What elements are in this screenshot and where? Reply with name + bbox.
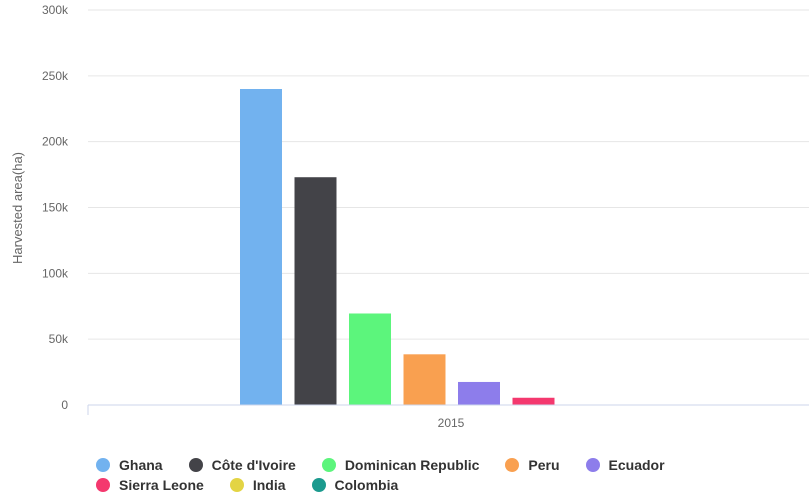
legend-item-dominican-republic[interactable]: Dominican Republic <box>321 457 480 473</box>
legend-row-2: Sierra Leone India Colombia <box>96 475 796 495</box>
legend-dot-icon <box>505 458 520 472</box>
legend-label: Colombia <box>334 477 399 493</box>
y-tick-label: 150k <box>42 201 69 215</box>
legend-label: Côte d'Ivoire <box>211 457 296 473</box>
legend-dot-icon <box>229 478 244 492</box>
legend-dot-icon <box>311 478 326 492</box>
y-axis-ticks: 0 50k 100k 150k 200k 250k 300k <box>42 3 69 412</box>
legend-label: Peru <box>528 457 560 473</box>
legend-dot-icon <box>96 478 110 492</box>
legend-label: Sierra Leone <box>119 477 204 493</box>
legend-label: Dominican Republic <box>344 457 480 473</box>
bar-chart: 0 50k 100k 150k 200k 250k 300k Harvested area(… <box>10 3 809 430</box>
y-axis-title: Harvested area(ha) <box>10 152 25 264</box>
legend-item-c-te-d-ivoire[interactable]: Côte d'Ivoire <box>188 457 296 473</box>
x-tick-label: 2015 <box>438 416 465 430</box>
y-tick-label: 100k <box>42 266 69 280</box>
legend-dot-icon <box>321 458 336 472</box>
legend-item-india[interactable]: India <box>229 477 286 493</box>
bar-ghana[interactable] <box>240 89 282 405</box>
legend-label: Ghana <box>119 457 163 473</box>
legend: Ghana Côte d'Ivoire Dominican Republic Peru… <box>96 455 796 495</box>
gridlines <box>88 9 809 340</box>
bar-c-te-d-ivoire[interactable] <box>294 177 337 405</box>
y-tick-label: 300k <box>42 3 69 17</box>
bar-dominican-republic[interactable] <box>349 313 391 405</box>
legend-label: India <box>252 477 286 493</box>
legend-item-colombia[interactable]: Colombia <box>311 477 399 493</box>
legend-item-ecuador[interactable]: Ecuador <box>585 457 665 473</box>
bar-ecuador[interactable] <box>458 381 500 405</box>
y-tick-label: 200k <box>42 135 69 149</box>
bars <box>240 89 555 405</box>
legend-dot-icon <box>96 458 110 472</box>
y-tick-label: 0 <box>61 398 68 412</box>
bar-sierra-leone[interactable] <box>512 397 555 405</box>
legend-label: Ecuador <box>608 457 665 473</box>
legend-item-peru[interactable]: Peru <box>505 457 560 473</box>
legend-row-1: Ghana Côte d'Ivoire Dominican Republic Peru… <box>96 455 796 475</box>
legend-item-ghana[interactable]: Ghana <box>96 457 163 473</box>
legend-item-sierra-leone[interactable]: Sierra Leone <box>96 477 204 493</box>
y-tick-label: 50k <box>49 332 69 346</box>
legend-dot-icon <box>188 458 203 472</box>
bar-peru[interactable] <box>403 354 446 405</box>
y-tick-label: 250k <box>42 69 69 83</box>
legend-dot-icon <box>585 458 600 472</box>
